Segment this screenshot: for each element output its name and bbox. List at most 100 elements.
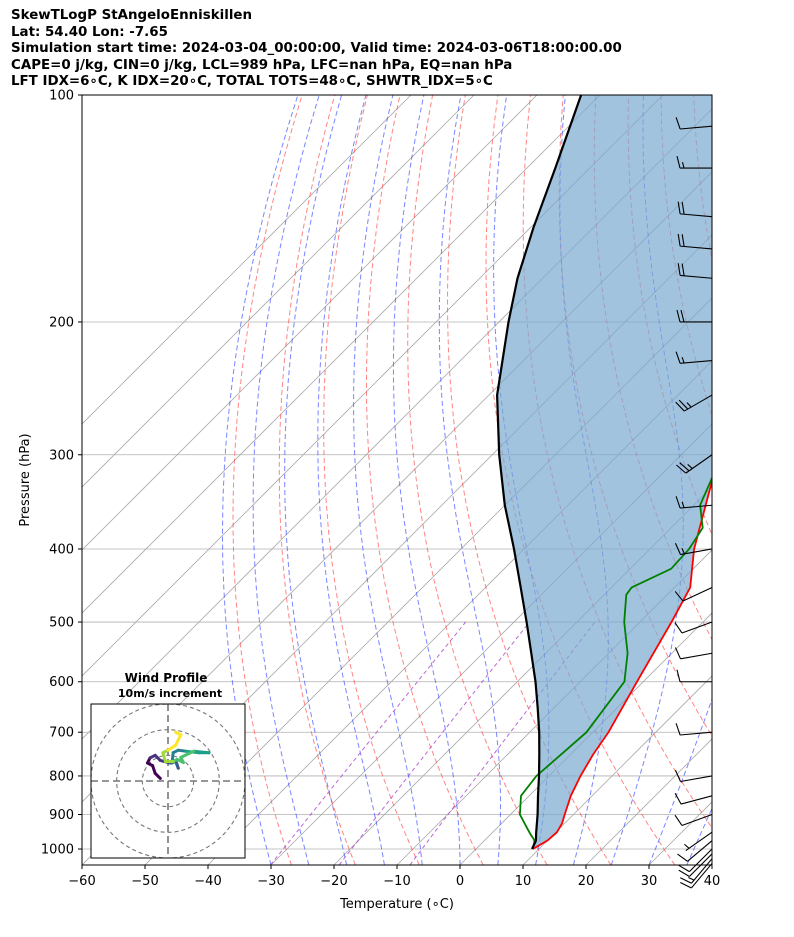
wind-barb (675, 351, 713, 364)
barb-staff (680, 245, 713, 250)
wind-barb (675, 723, 713, 736)
isotherm-line (82, 95, 412, 425)
hodograph-segment (161, 751, 167, 763)
barb-full-flag (675, 723, 681, 736)
wind-barb (677, 263, 713, 279)
barb-half-flag (688, 876, 695, 881)
mixing-ratio-line (338, 621, 530, 865)
barb-half-flag (681, 547, 685, 555)
chart-header: SkewTLogP StAngeloEnniskillen Lat: 54.40… (11, 8, 622, 91)
x-tick-label: −50 (131, 874, 158, 889)
time-line: Simulation start time: 2024-03-04_00:00:… (11, 41, 622, 57)
moist-adiabat (317, 95, 385, 865)
barb-full-flag (675, 117, 681, 130)
barb-full-flag (674, 543, 681, 555)
wind-barb (674, 621, 713, 634)
moist-adiabat (284, 95, 348, 865)
barb-full-flag (674, 591, 684, 602)
barb-full-flag (676, 309, 681, 323)
wind-barb (674, 793, 713, 805)
wind-barb (675, 117, 713, 130)
barb-staff (680, 548, 713, 556)
y-tick-label: 1000 (41, 843, 74, 858)
isotherm-line (82, 95, 538, 551)
wind-barb (680, 858, 713, 884)
barb-full-flag (678, 869, 690, 877)
wind-barb (684, 831, 713, 852)
x-tick-label: −30 (257, 874, 284, 889)
barb-staff (680, 213, 713, 218)
moist-adiabat (648, 697, 712, 865)
dry-adiabat (759, 95, 794, 865)
barb-staff (680, 775, 713, 783)
hodograph-segment (174, 730, 183, 737)
barb-staff (681, 814, 713, 826)
barb-staff (688, 848, 713, 873)
barb-staff (684, 394, 713, 412)
barb-staff (680, 795, 713, 805)
x-tick-label: −40 (194, 874, 221, 889)
moist-adiabat (353, 95, 423, 865)
barb-staff (691, 863, 713, 889)
moist-adiabat (686, 807, 712, 865)
isotherm-line (396, 549, 712, 865)
temperature-profile (532, 477, 712, 850)
barb-full-flag (676, 464, 687, 474)
wind-barb (674, 814, 713, 826)
barb-full-flag (680, 309, 685, 323)
isotherm-line (522, 675, 712, 865)
isotherm-line (333, 486, 712, 865)
wind-barb (674, 647, 713, 660)
dry-adiabat (726, 95, 794, 865)
wind-barb (676, 669, 712, 683)
y-tick-label: 400 (49, 542, 74, 557)
barb-staff (682, 587, 713, 602)
isotherm-line (82, 95, 601, 614)
y-axis-label: Pressure (hPa) (18, 433, 33, 526)
wind-barb (677, 840, 713, 862)
barb-staff (691, 858, 713, 884)
hodograph-title: Wind Profile (125, 671, 208, 685)
isotherm-line (775, 95, 794, 865)
y-tick-label: 800 (49, 769, 74, 784)
moist-adiabat (252, 95, 320, 865)
barb-staff (680, 274, 713, 279)
wind-barb (674, 587, 713, 602)
hodograph-segment (166, 743, 178, 752)
x-tick-label: 40 (704, 874, 721, 889)
wind-barb (676, 454, 713, 474)
barb-full-flag (675, 496, 681, 509)
wind-barb (677, 233, 713, 250)
y-tick-label: 500 (49, 616, 74, 631)
barb-full-flag (674, 814, 683, 826)
barb-half-flag (681, 501, 685, 508)
barb-full-flag (674, 769, 681, 782)
wind-barb (675, 496, 713, 509)
hodograph-segment (179, 749, 196, 759)
mixing-ratio-line (270, 621, 467, 865)
barb-full-flag (681, 201, 685, 215)
wind-barb (674, 543, 713, 556)
dry-adiabat (446, 95, 612, 865)
y-tick-label: 600 (49, 675, 74, 690)
barb-full-flag (680, 877, 692, 884)
barb-half-flag (687, 464, 693, 469)
moist-adiabat (392, 95, 461, 865)
wind-barb (678, 848, 713, 873)
barb-half-flag (681, 161, 685, 169)
index-params-line: LFT IDX=6∘C, K IDX=20∘C, TOTAL TOTS=48∘C… (11, 74, 493, 90)
dry-adiabat (323, 95, 420, 865)
x-tick-label: 30 (641, 874, 658, 889)
hodograph-frame (90, 703, 246, 859)
barb-full-flag (677, 263, 681, 276)
dry-adiabat (278, 95, 356, 865)
dry-adiabat (407, 95, 548, 865)
hodograph-segment (192, 749, 211, 755)
barb-staff (685, 831, 713, 852)
isotherm-line (711, 864, 712, 865)
moist-adiabat (222, 95, 299, 865)
dry-adiabat (366, 95, 484, 865)
y-tick-label: 700 (49, 726, 74, 741)
barb-full-flag (675, 351, 681, 364)
y-tick-label: 100 (49, 89, 74, 104)
